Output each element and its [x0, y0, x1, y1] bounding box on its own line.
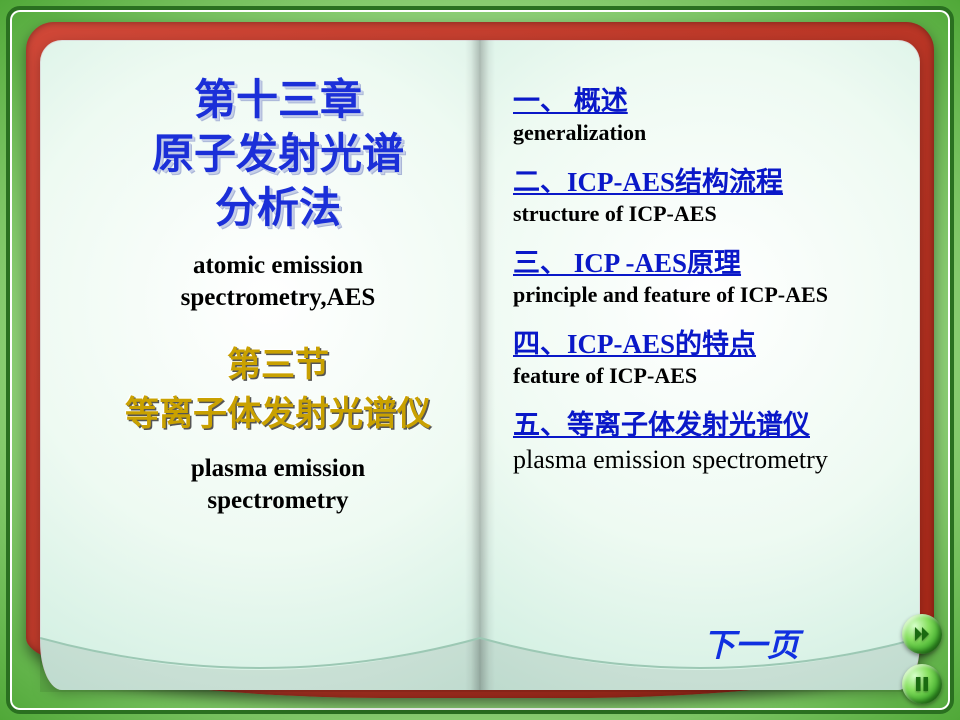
nav-forward-button[interactable]	[902, 614, 942, 654]
section-subtitle-en: plasma emission spectrometry	[95, 453, 461, 516]
chapter-line: 原子发射光谱	[95, 129, 461, 183]
chapter-title: 第十三章 原子发射光谱 分析法	[95, 75, 461, 236]
nav-buttons	[902, 614, 942, 704]
page-right: 一、 概述 generalization 二、ICP-AES结构流程 struc…	[495, 40, 920, 690]
toc-link-1[interactable]: 一、 概述	[513, 79, 628, 118]
book: 第十三章 原子发射光谱 分析法 atomic emission spectrom…	[40, 40, 920, 690]
page-left: 第十三章 原子发射光谱 分析法 atomic emission spectrom…	[40, 40, 495, 690]
sub-en-line: atomic emission	[95, 250, 461, 281]
next-page-button[interactable]: 下一页	[703, 620, 799, 666]
toc-sub-4: feature of ICP-AES	[513, 363, 879, 389]
chapter-line: 第十三章	[95, 75, 461, 129]
toc-link-4[interactable]: 四、ICP-AES的特点	[513, 322, 756, 361]
toc: 一、 概述 generalization 二、ICP-AES结构流程 struc…	[513, 75, 879, 477]
nav-pause-button[interactable]	[902, 664, 942, 704]
toc-sub-2: structure of ICP-AES	[513, 201, 879, 227]
sub-en-line: spectrometry,AES	[95, 282, 461, 313]
toc-link-2[interactable]: 二、ICP-AES结构流程	[513, 160, 783, 199]
chapter-subtitle-en: atomic emission spectrometry,AES	[95, 250, 461, 313]
toc-link-5[interactable]: 五、等离子体发射光谱仪	[513, 403, 810, 442]
forward-icon	[912, 624, 932, 644]
section-en-line: spectrometry	[95, 485, 461, 516]
book-pages: 第十三章 原子发射光谱 分析法 atomic emission spectrom…	[40, 40, 920, 690]
section-title: 第三节 等离子体发射光谱仪	[95, 341, 461, 440]
chapter-line: 分析法	[95, 183, 461, 237]
toc-sub-1: generalization	[513, 120, 879, 146]
section-en-line: plasma emission	[95, 453, 461, 484]
section-line: 等离子体发射光谱仪	[95, 390, 461, 439]
toc-sub-3: principle and feature of ICP-AES	[513, 282, 879, 308]
section-line: 第三节	[95, 341, 461, 390]
toc-body: plasma emission spectrometry	[513, 444, 879, 477]
toc-link-3[interactable]: 三、 ICP -AES原理	[513, 241, 741, 280]
pause-icon	[913, 675, 931, 693]
